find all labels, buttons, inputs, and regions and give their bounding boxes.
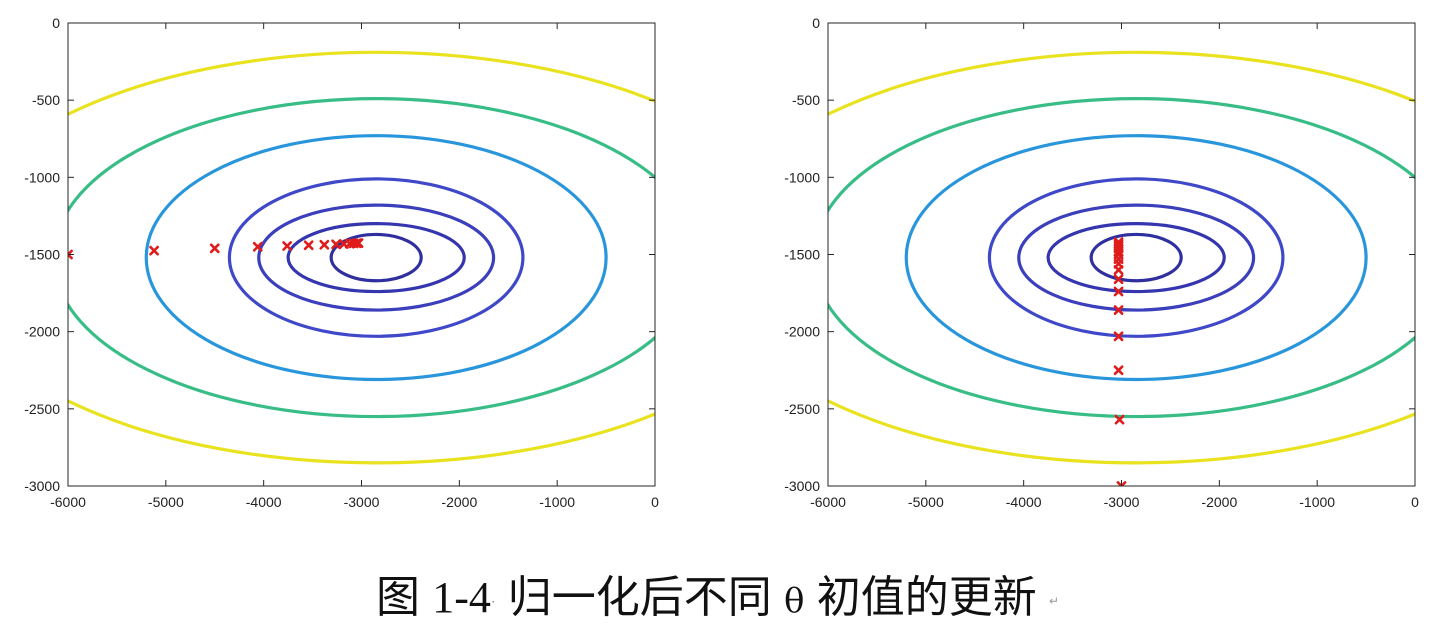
y-tick-label: -500 bbox=[32, 92, 60, 108]
update-marker-16 bbox=[1113, 237, 1124, 248]
update-marker-3 bbox=[209, 243, 220, 254]
update-marker-1 bbox=[1116, 481, 1127, 486]
contour-level-1 bbox=[329, 232, 423, 283]
y-tick-label: -1000 bbox=[784, 169, 820, 185]
update-marker-3 bbox=[1113, 365, 1124, 376]
caption-text-after: 初值的更新 bbox=[816, 573, 1037, 622]
contour-lines bbox=[828, 50, 1415, 465]
y-tick-label: -1500 bbox=[784, 247, 820, 263]
y-tick-label: -2000 bbox=[784, 324, 820, 340]
contour-level-7 bbox=[828, 50, 1415, 465]
update-marker-5 bbox=[282, 241, 293, 251]
update-marker-5 bbox=[1113, 305, 1124, 315]
contour-level-5 bbox=[144, 134, 608, 382]
y-tick-label: -2000 bbox=[24, 324, 60, 340]
y-tick-label: -3000 bbox=[784, 478, 820, 494]
x-tick-label: -6000 bbox=[50, 494, 86, 510]
x-tick-label: -4000 bbox=[1006, 494, 1042, 510]
update-marker-4 bbox=[252, 241, 263, 252]
x-tick-label: -2000 bbox=[441, 494, 477, 510]
update-marker-2 bbox=[1114, 414, 1125, 425]
update-marker-1 bbox=[68, 249, 73, 260]
caption-prefix: 图 bbox=[375, 573, 420, 622]
caption-theta-symbol: θ bbox=[784, 581, 805, 621]
x-tick-label: -4000 bbox=[246, 494, 282, 510]
caption-text-before: 归一化后不同 bbox=[507, 573, 772, 622]
y-tick-label: -2500 bbox=[784, 401, 820, 417]
y-tick-label: 0 bbox=[52, 15, 60, 31]
contour-plot-left: -6000 -5000 -4000 -3000 -2000 -1000 0 0 -500 -100… bbox=[24, 15, 659, 510]
update-marker-6 bbox=[1113, 286, 1124, 297]
contour-level-7 bbox=[68, 50, 655, 465]
contour-level-2 bbox=[1046, 222, 1226, 294]
contour-level-3 bbox=[1017, 203, 1256, 312]
x-tick-label: -1000 bbox=[539, 494, 575, 510]
contour-plot-right: -6000 -5000 -4000 -3000 -2000 -1000 0 0 -500 -100… bbox=[784, 15, 1419, 510]
update-markers bbox=[68, 238, 364, 260]
contour-level-4 bbox=[987, 177, 1285, 338]
update-marker-7 bbox=[319, 239, 330, 250]
update-marker-6 bbox=[303, 240, 314, 251]
x-tick-label: -1000 bbox=[1299, 494, 1335, 510]
y-tick-label: 0 bbox=[812, 15, 820, 31]
update-markers bbox=[1113, 237, 1127, 486]
x-tick-label: -3000 bbox=[1104, 494, 1140, 510]
caption-dot: · bbox=[490, 592, 496, 609]
update-marker-7 bbox=[1113, 274, 1124, 285]
contour-level-2 bbox=[286, 222, 466, 294]
contour-level-4 bbox=[227, 177, 525, 338]
figure-caption: 图 1-4· 归一化后不同 θ 初值的更新 ↵ bbox=[0, 568, 1435, 631]
x-tick-label: -3000 bbox=[344, 494, 380, 510]
contour-lines bbox=[68, 50, 655, 465]
x-tick-label: -5000 bbox=[908, 494, 944, 510]
update-marker-13 bbox=[353, 238, 364, 248]
x-tick-label: -5000 bbox=[148, 494, 184, 510]
y-tick-label: -1500 bbox=[24, 247, 60, 263]
contour-level-3 bbox=[257, 203, 496, 312]
contour-level-6 bbox=[68, 97, 655, 419]
x-tick-label: -6000 bbox=[810, 494, 846, 510]
update-marker-4 bbox=[1113, 331, 1124, 342]
x-tick-label: -2000 bbox=[1201, 494, 1237, 510]
x-tick-label: 0 bbox=[651, 494, 659, 510]
y-tick-label: -500 bbox=[792, 92, 820, 108]
update-marker-8 bbox=[331, 239, 341, 250]
contour-level-5 bbox=[904, 134, 1368, 382]
y-tick-label: -2500 bbox=[24, 401, 60, 417]
caption-paragraph-mark: ↵ bbox=[1048, 594, 1060, 608]
y-tick-label: -3000 bbox=[24, 478, 60, 494]
contour-level-1 bbox=[1089, 232, 1183, 283]
contour-level-6 bbox=[828, 97, 1415, 419]
update-marker-15 bbox=[1113, 239, 1124, 249]
caption-number: 1-4 bbox=[432, 573, 491, 622]
x-tick-label: 0 bbox=[1411, 494, 1419, 510]
y-tick-label: -1000 bbox=[24, 169, 60, 185]
update-marker-2 bbox=[149, 245, 159, 256]
figure-plots: -6000 -5000 -4000 -3000 -2000 -1000 00-500-100… bbox=[24, 15, 1419, 510]
